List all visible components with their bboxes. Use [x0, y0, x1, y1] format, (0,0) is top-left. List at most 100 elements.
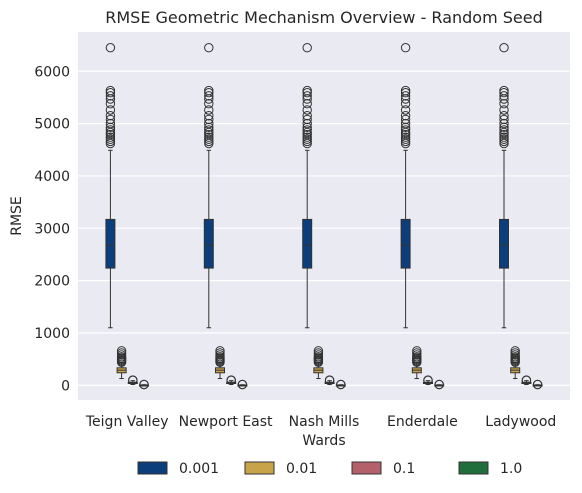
outlier-point — [204, 122, 214, 132]
x-tick-label: Nash Mills — [289, 414, 360, 430]
outlier-point — [302, 111, 312, 121]
outlier-point — [105, 118, 116, 129]
legend-swatch — [137, 461, 168, 475]
x-tick-label: Teign Valley — [85, 414, 169, 430]
box-0_01 — [411, 346, 422, 380]
box-1_0 — [237, 379, 248, 390]
outlier-point — [324, 375, 335, 385]
outlier-point — [400, 118, 411, 129]
outlier-point — [499, 132, 509, 142]
box-0_1 — [521, 375, 532, 386]
outlier-point — [499, 111, 509, 121]
box-iqr — [302, 218, 313, 269]
legend-label: 1.0 — [500, 461, 522, 477]
box-0_01 — [215, 346, 225, 380]
x-tick-label: Newport East — [179, 414, 273, 430]
outlier-point — [105, 99, 116, 109]
x-tick-label: Enderdale — [387, 414, 458, 430]
outlier-point — [204, 91, 214, 101]
outlier-point — [400, 122, 411, 132]
outlier-point — [139, 379, 149, 390]
outlier-point — [302, 85, 312, 96]
outlier-point — [400, 43, 411, 53]
outlier-point — [105, 91, 116, 101]
legend-label: 0.1 — [393, 461, 415, 477]
y-tick-label: 1000 — [34, 326, 70, 342]
box-1_0 — [434, 379, 445, 390]
outlier-point — [204, 125, 214, 135]
outlier-point — [226, 375, 236, 385]
outlier-point — [105, 122, 116, 132]
outlier-point — [423, 375, 433, 385]
chart-title: RMSE Geometric Mechanism Overview - Rand… — [105, 8, 543, 27]
outlier-point — [521, 375, 532, 385]
legend-swatch — [458, 461, 489, 475]
outlier-point — [204, 105, 214, 115]
outlier-point — [204, 111, 214, 121]
x-tick-label: Ladywood — [485, 414, 556, 430]
outlier-point — [434, 379, 444, 390]
outlier-point — [302, 105, 312, 115]
box-0_01 — [116, 346, 127, 380]
outlier-point — [105, 105, 116, 115]
outlier-point — [302, 43, 312, 53]
outlier-point — [400, 85, 411, 96]
outlier-point — [400, 114, 411, 125]
outlier-point — [204, 43, 214, 53]
outlier-point — [313, 346, 324, 356]
legend-swatch — [351, 461, 382, 475]
outlier-point — [204, 99, 214, 109]
box-0_1 — [226, 375, 237, 386]
outlier-point — [116, 346, 127, 356]
outlier-point — [400, 91, 411, 101]
outlier-point — [105, 111, 116, 121]
y-tick-label: 0 — [61, 378, 70, 394]
y-axis-label: RMSE — [9, 196, 25, 236]
outlier-point — [105, 43, 116, 53]
outlier-point — [510, 346, 520, 356]
box-0_001 — [499, 43, 509, 329]
outlier-point — [204, 118, 214, 129]
outlier-point — [128, 375, 138, 385]
x-axis-label: Wards — [302, 433, 345, 449]
y-tick-label: 5000 — [34, 117, 70, 133]
box-iqr — [499, 218, 509, 269]
y-tick-label: 3000 — [34, 221, 70, 237]
outlier-point — [204, 114, 214, 125]
outlier-point — [302, 99, 312, 109]
outlier-point — [499, 91, 509, 101]
box-0_01 — [510, 346, 521, 380]
outlier-point — [499, 85, 509, 96]
box-iqr — [400, 218, 411, 269]
outlier-point — [204, 132, 214, 142]
outlier-point — [412, 346, 422, 356]
outlier-point — [499, 114, 509, 125]
outlier-point — [105, 125, 116, 135]
y-tick-labels: 0 1000 2000 3000 4000 5000 6000 — [34, 64, 70, 394]
outlier-point — [336, 379, 346, 390]
outlier-point — [302, 91, 312, 101]
box-0_1 — [127, 375, 138, 386]
outlier-point — [499, 125, 509, 135]
box-iqr — [105, 218, 116, 269]
outlier-point — [499, 105, 509, 115]
box-1_0 — [532, 379, 543, 390]
box-0_1 — [324, 375, 335, 386]
y-tick-label: 4000 — [34, 169, 70, 185]
outlier-point — [400, 105, 411, 115]
x-tick-labels: Teign Valley Newport East Nash Mills Enderd… — [85, 414, 556, 430]
outlier-point — [302, 122, 312, 132]
outlier-point — [499, 118, 509, 129]
outlier-point — [400, 132, 411, 142]
legend-label: 0.001 — [179, 461, 219, 477]
box-0_001 — [105, 43, 116, 329]
legend: 0.001 0.01 0.1 1.0 — [137, 461, 522, 477]
outlier-point — [302, 118, 312, 129]
box-0_1 — [423, 375, 433, 386]
y-tick-label: 2000 — [34, 274, 70, 290]
outlier-point — [215, 346, 225, 356]
outlier-point — [237, 379, 248, 390]
y-tick-label: 6000 — [34, 64, 70, 80]
outlier-point — [105, 85, 116, 96]
